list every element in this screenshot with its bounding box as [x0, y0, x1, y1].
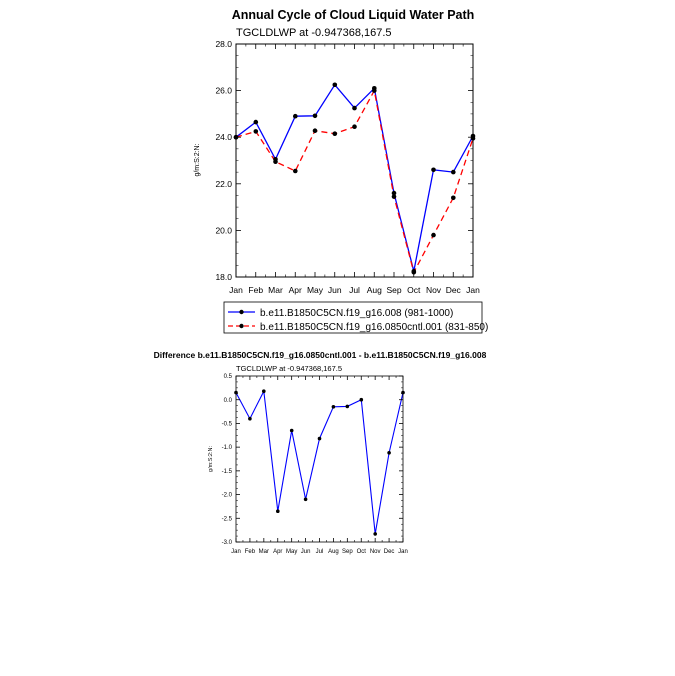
legend-entry-control: b.e11.B1850C5CN.f19_g16.008 (981-1000)	[228, 308, 453, 319]
y-tick-label: -0.5	[222, 422, 233, 428]
series-line-0	[235, 83, 474, 272]
legend: b.e11.B1850C5CN.f19_g16.008 (981-1000) b…	[223, 301, 488, 334]
data-point	[352, 124, 357, 129]
y-tick-label: 24.0	[215, 132, 232, 142]
data-point	[359, 397, 364, 402]
legend-marker	[239, 309, 244, 315]
x-tick-label: Dec	[446, 285, 462, 295]
chart-subtitle: TGCLDLWP at -0.947368,167.5	[236, 27, 392, 39]
data-point	[331, 405, 336, 409]
chart-subtitle: TGCLDLWP at -0.947368,167.5	[236, 364, 342, 373]
difference-chart: Difference b.e11.B1850C5CN.f19_g16.0850c…	[154, 350, 487, 555]
y-tick-label: -1.5	[222, 469, 233, 475]
x-tick-label: Jan	[466, 285, 480, 295]
data-point	[303, 497, 308, 502]
legend-box	[223, 301, 483, 334]
x-tick-label: Nov	[370, 549, 381, 555]
y-tick-label: -2.0	[222, 493, 233, 499]
data-point	[451, 195, 456, 201]
data-point	[317, 436, 322, 441]
chart-title: Difference b.e11.B1850C5CN.f19_g16.0850c…	[154, 350, 487, 360]
plot-frame	[235, 43, 474, 278]
x-tick-label: Mar	[268, 285, 283, 295]
data-point	[431, 232, 436, 238]
x-tick-label: Feb	[245, 549, 256, 555]
x-tick-label: Oct	[357, 549, 367, 555]
chart-title: Annual Cycle of Cloud Liquid Water Path	[232, 8, 475, 22]
data-point	[332, 131, 338, 136]
x-tick-label: Jun	[328, 285, 342, 295]
data-point	[293, 168, 298, 174]
data-point	[391, 190, 397, 196]
y-tick-label: -2.5	[222, 516, 233, 522]
data-point	[332, 82, 338, 88]
data-point	[248, 416, 252, 421]
data-point	[373, 532, 378, 536]
x-tick-label: Sep	[342, 549, 353, 555]
x-tick-label: Jul	[349, 285, 360, 295]
x-tick-label: Jun	[301, 549, 311, 555]
data-point	[262, 389, 266, 394]
legend-entry-cntl: b.e11.B1850C5CN.f19_g16.0850cntl.001 (83…	[228, 322, 488, 333]
x-tick-label: Feb	[248, 285, 263, 295]
x-tick-label: Jul	[316, 549, 324, 555]
data-point	[273, 159, 278, 164]
x-tick-label: Aug	[367, 285, 382, 295]
x-tick-label: Apr	[273, 549, 282, 555]
y-tick-label: 20.0	[215, 225, 232, 235]
data-point	[431, 167, 436, 173]
y-tick-label: -1.0	[222, 445, 233, 451]
y-tick-label: 18.0	[215, 272, 232, 282]
data-point	[312, 128, 318, 133]
data-point	[352, 105, 357, 111]
x-tick-label: Oct	[407, 285, 421, 295]
y-tick-label: -3.0	[222, 540, 233, 546]
data-point	[253, 129, 259, 134]
x-tick-label: Aug	[328, 549, 339, 555]
series-line-1	[235, 88, 474, 275]
x-tick-label: Nov	[426, 285, 442, 295]
x-tick-label: May	[286, 549, 297, 555]
data-point	[345, 404, 350, 409]
x-tick-label: Jan	[229, 285, 243, 295]
data-point	[372, 88, 377, 93]
y-axis-label: g/m:S:2:N:	[194, 143, 201, 176]
x-tick-label: Apr	[289, 285, 302, 295]
y-tick-label: 22.0	[215, 179, 232, 189]
x-tick-label: May	[307, 285, 324, 295]
x-tick-label: Jan	[398, 549, 408, 555]
data-point	[276, 509, 280, 513]
y-axis-label: g/m:S:2:N:	[208, 446, 214, 472]
y-tick-label: 0.5	[224, 374, 233, 380]
data-point	[387, 451, 391, 455]
data-point	[391, 194, 397, 199]
legend-label-1: b.e11.B1850C5CN.f19_g16.008 (981-1000)	[260, 308, 453, 319]
data-point	[293, 113, 298, 119]
x-tick-label: Mar	[259, 549, 269, 555]
data-point	[451, 169, 456, 175]
legend-marker	[239, 323, 244, 329]
data-point	[253, 119, 259, 125]
x-tick-label: Dec	[384, 549, 395, 555]
y-tick-label: 0.0	[224, 398, 233, 404]
data-point	[312, 113, 318, 119]
x-tick-label: Sep	[386, 285, 401, 295]
y-tick-label: 26.0	[215, 86, 232, 96]
legend-label-2: b.e11.B1850C5CN.f19_g16.0850cntl.001 (83…	[260, 322, 488, 333]
y-tick-label: 28.0	[215, 39, 232, 49]
data-point	[289, 428, 294, 433]
series-line-0	[235, 389, 404, 534]
annual-cycle-chart: Annual Cycle of Cloud Liquid Water Path …	[194, 8, 488, 334]
x-tick-label: Jan	[231, 549, 241, 555]
